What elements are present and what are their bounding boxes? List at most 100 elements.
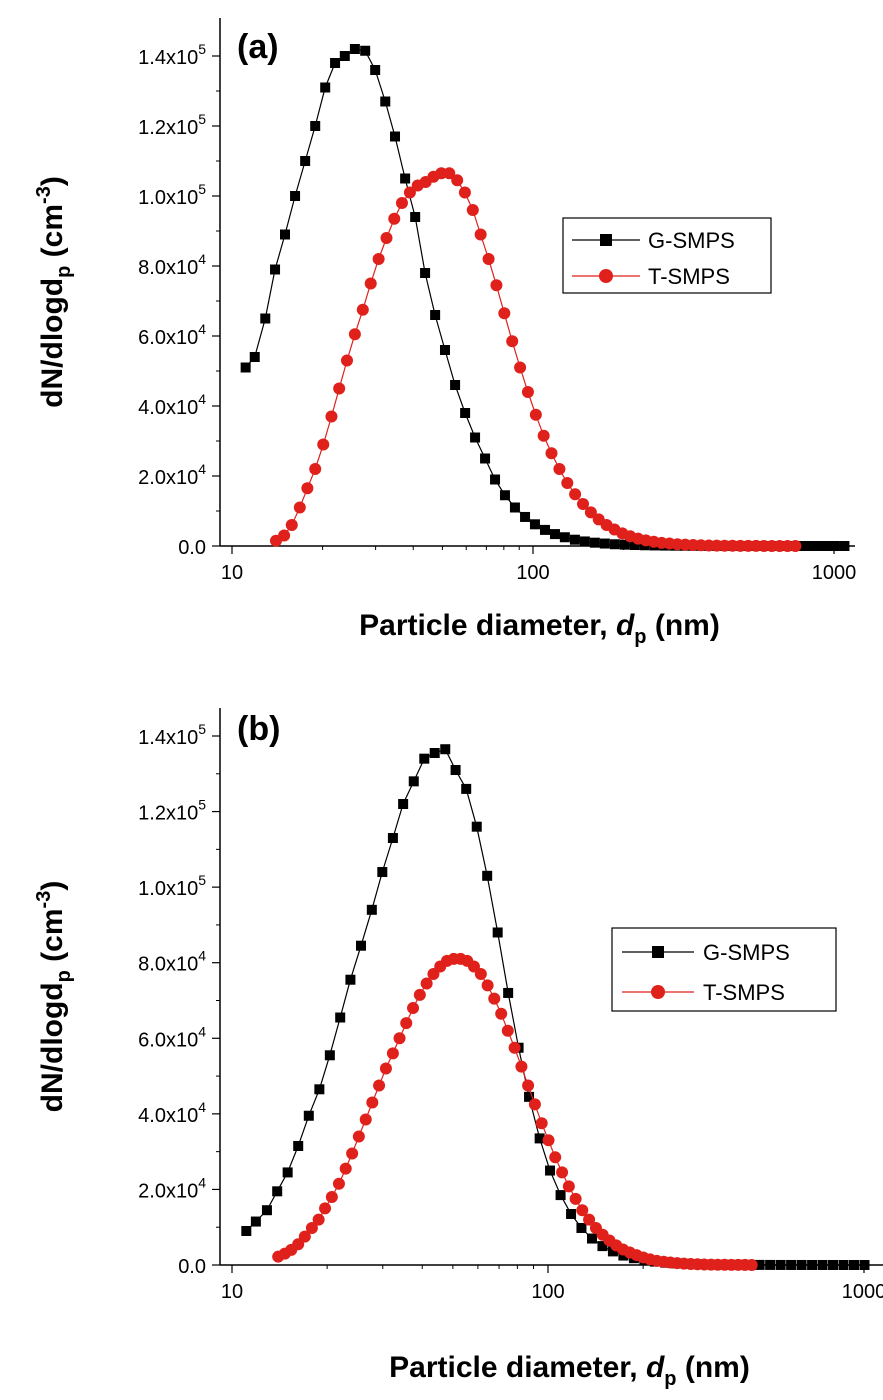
y-tick-label-exponent: 4 xyxy=(198,1099,206,1115)
data-point xyxy=(529,519,540,530)
data-point xyxy=(298,1230,311,1243)
x-tick-label: 100 xyxy=(531,1281,564,1303)
y-tick-label-exponent: 4 xyxy=(198,461,206,477)
x-axis-title-subscript: p xyxy=(634,626,646,648)
y-tick-label: 4.0x104 xyxy=(138,391,206,419)
data-point xyxy=(317,438,330,451)
x-axis-title-unit: (nm) xyxy=(647,609,720,642)
data-point xyxy=(839,540,850,551)
data-point xyxy=(429,748,440,759)
data-point xyxy=(387,833,398,844)
y-tick-label-exponent: 5 xyxy=(198,111,206,127)
data-point xyxy=(379,1062,392,1075)
data-point xyxy=(528,1098,541,1111)
y-tick-label-mantissa: 6.0x10 xyxy=(138,1029,198,1051)
data-point xyxy=(272,1186,283,1197)
data-point xyxy=(490,279,503,292)
y-tick-label-mantissa: 0.0 xyxy=(178,537,206,559)
data-point xyxy=(556,1166,569,1179)
data-point xyxy=(589,537,600,548)
y-tick-label: 8.0x104 xyxy=(138,948,206,976)
data-point xyxy=(796,1259,807,1270)
y-tick-label: 1.2x105 xyxy=(138,797,206,825)
data-point xyxy=(524,1091,535,1102)
data-point xyxy=(280,229,291,240)
data-point xyxy=(330,58,341,68)
data-point xyxy=(579,536,590,547)
data-point xyxy=(775,1259,786,1270)
y-tick-label-mantissa: 1.4x10 xyxy=(138,47,198,69)
data-point xyxy=(420,977,433,990)
data-point xyxy=(490,474,501,485)
data-point xyxy=(499,490,510,501)
data-point xyxy=(398,799,409,810)
data-point xyxy=(549,1151,562,1164)
series-line xyxy=(245,48,845,547)
data-point xyxy=(241,1225,252,1236)
x-axis-title-unit: (nm) xyxy=(677,1351,750,1384)
legend: G-SMPS T-SMPS xyxy=(562,217,772,294)
data-point xyxy=(372,253,385,265)
data-point xyxy=(482,253,495,265)
data-point xyxy=(320,82,331,93)
data-point xyxy=(410,212,421,222)
y-tick-label-mantissa: 4.0x10 xyxy=(138,397,198,419)
data-point xyxy=(290,191,301,201)
legend-box xyxy=(562,217,772,294)
x-axis-title-main: Particle diameter, xyxy=(359,609,616,642)
data-point xyxy=(366,904,377,915)
y-tick-label: 2.0x104 xyxy=(138,1174,206,1202)
data-point xyxy=(819,540,830,551)
data-point xyxy=(534,1133,545,1144)
y-tick-label-exponent: 4 xyxy=(198,391,206,407)
y-axis-title-subscript: p xyxy=(53,266,75,278)
y-tick-label-exponent: 5 xyxy=(198,181,206,197)
y-tick-label-exponent: 4 xyxy=(198,1174,206,1190)
data-point xyxy=(407,1002,420,1015)
panel-b: 0.02.0x1044.0x1046.0x1048.0x1041.0x1051.… xyxy=(33,708,883,1390)
data-point xyxy=(300,156,311,166)
data-point xyxy=(488,992,501,1005)
data-point xyxy=(817,1259,828,1270)
data-point xyxy=(352,1130,365,1143)
data-point xyxy=(522,1079,535,1092)
data-point xyxy=(545,1165,556,1176)
data-point xyxy=(270,264,281,275)
panel-label: (b) xyxy=(237,710,280,748)
data-point xyxy=(542,1134,555,1147)
x-axis-title-symbol: d xyxy=(646,1351,665,1384)
y-tick-label-exponent: 4 xyxy=(198,251,206,267)
data-point xyxy=(562,1180,575,1193)
data-point xyxy=(569,534,580,545)
data-point xyxy=(509,502,520,513)
data-point xyxy=(553,463,566,475)
data-point xyxy=(373,1079,386,1092)
data-point xyxy=(577,498,590,510)
x-tick-label: 10 xyxy=(221,562,243,584)
legend-label: T-SMPS xyxy=(703,980,785,1005)
legend-label: G-SMPS xyxy=(648,228,735,253)
data-point xyxy=(377,867,388,878)
data-point xyxy=(460,408,471,418)
y-axis-title-superscript: -3 xyxy=(33,186,55,204)
data-point xyxy=(278,529,291,542)
data-point xyxy=(838,1259,849,1270)
y-tick-label: 1.4x105 xyxy=(138,721,206,749)
data-point xyxy=(293,501,306,514)
data-point xyxy=(828,1259,839,1270)
data-point xyxy=(430,310,441,320)
data-point xyxy=(561,477,574,489)
data-point xyxy=(282,1167,293,1178)
data-point xyxy=(309,463,322,475)
data-point xyxy=(859,1259,870,1270)
data-point xyxy=(515,1060,528,1073)
data-point xyxy=(789,539,802,552)
y-tick-label-mantissa: 1.4x10 xyxy=(138,727,198,749)
series-t-smps xyxy=(272,952,758,1271)
data-point xyxy=(745,1258,758,1271)
data-point xyxy=(345,974,356,985)
x-axis-title-subscript: p xyxy=(664,1368,676,1390)
data-point xyxy=(609,539,620,550)
data-point xyxy=(364,277,377,290)
data-point xyxy=(301,482,314,495)
